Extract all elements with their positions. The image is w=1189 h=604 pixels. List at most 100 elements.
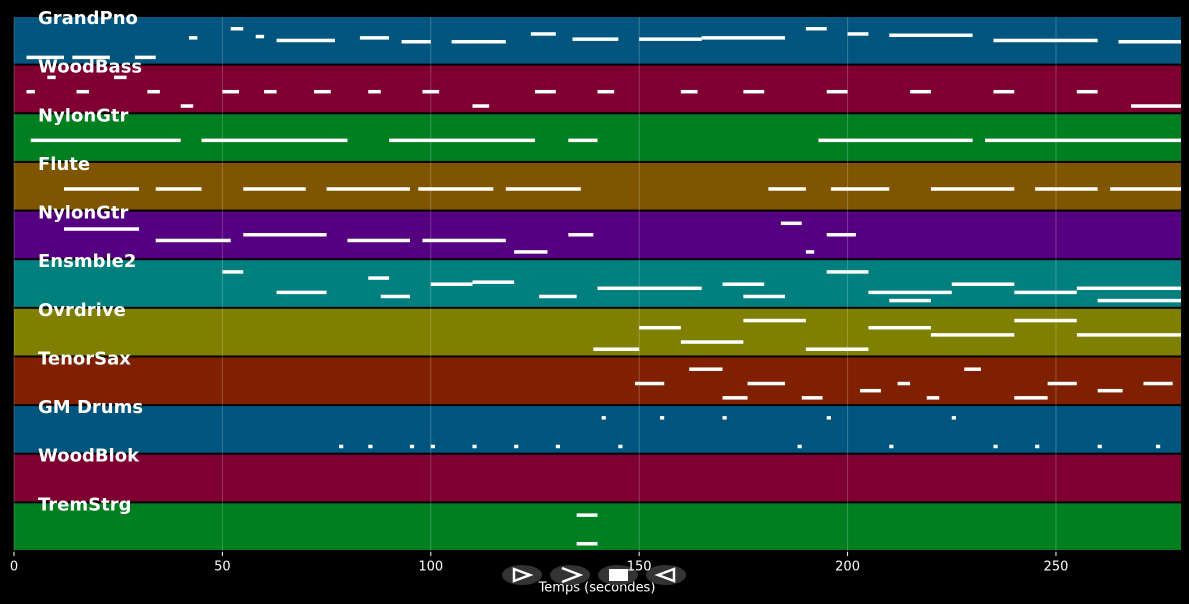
track-band bbox=[14, 65, 1181, 113]
note bbox=[114, 75, 127, 80]
note bbox=[534, 89, 556, 94]
note bbox=[593, 347, 640, 351]
note bbox=[897, 381, 911, 386]
note bbox=[951, 282, 1015, 286]
track-label: Ovrdrive bbox=[38, 300, 126, 321]
back-button[interactable] bbox=[646, 565, 686, 585]
note bbox=[26, 55, 65, 60]
note bbox=[576, 513, 598, 517]
note bbox=[430, 444, 435, 449]
x-tick-label: 100 bbox=[418, 560, 443, 575]
note bbox=[597, 286, 702, 291]
note bbox=[368, 444, 373, 449]
track-label: WoodBass bbox=[38, 57, 142, 78]
note bbox=[993, 444, 998, 449]
note bbox=[639, 325, 681, 330]
track-band bbox=[14, 114, 1181, 161]
track-label: GrandPno bbox=[38, 8, 138, 29]
note bbox=[26, 89, 35, 94]
note bbox=[255, 34, 265, 39]
note bbox=[72, 55, 110, 60]
note bbox=[572, 37, 619, 41]
note bbox=[1076, 333, 1181, 337]
stop-button[interactable] bbox=[598, 565, 638, 585]
note bbox=[889, 298, 931, 303]
note bbox=[639, 37, 702, 41]
note bbox=[422, 89, 440, 94]
track-band bbox=[14, 162, 1181, 210]
note bbox=[276, 290, 327, 295]
note bbox=[530, 32, 556, 36]
note bbox=[805, 347, 869, 351]
note bbox=[155, 187, 202, 191]
note bbox=[76, 89, 90, 94]
track-label: WoodBlok bbox=[38, 446, 140, 467]
note bbox=[134, 55, 156, 60]
note bbox=[1143, 381, 1173, 386]
note bbox=[680, 89, 698, 94]
note bbox=[189, 36, 198, 40]
note bbox=[951, 416, 956, 420]
note bbox=[826, 270, 869, 274]
note bbox=[380, 294, 410, 299]
note bbox=[222, 270, 244, 274]
note bbox=[1097, 444, 1102, 449]
note bbox=[47, 75, 56, 80]
play-button[interactable] bbox=[502, 565, 542, 585]
track-band bbox=[14, 211, 1181, 259]
note bbox=[722, 396, 748, 400]
note bbox=[930, 333, 1015, 337]
note bbox=[147, 89, 160, 94]
track-label: Ensmble2 bbox=[38, 251, 136, 272]
note bbox=[264, 89, 277, 94]
track-band bbox=[14, 406, 1181, 453]
note bbox=[576, 542, 598, 546]
note bbox=[993, 38, 1098, 43]
note bbox=[514, 250, 548, 254]
note bbox=[64, 227, 140, 231]
note bbox=[826, 89, 848, 94]
note bbox=[359, 36, 390, 40]
forward-button[interactable] bbox=[550, 565, 590, 585]
note bbox=[1110, 187, 1181, 191]
note bbox=[964, 367, 981, 371]
note bbox=[780, 221, 802, 226]
note bbox=[1097, 388, 1123, 393]
track-label: NylonGtr bbox=[38, 203, 129, 224]
note bbox=[472, 280, 515, 284]
note bbox=[743, 318, 806, 323]
note bbox=[1035, 444, 1040, 449]
note bbox=[1118, 40, 1181, 44]
note bbox=[818, 138, 973, 143]
note bbox=[722, 282, 765, 286]
note bbox=[555, 444, 560, 449]
note bbox=[326, 187, 410, 191]
note bbox=[155, 238, 231, 243]
tracks bbox=[14, 17, 1181, 550]
x-tick-label: 200 bbox=[835, 560, 860, 575]
note bbox=[368, 89, 381, 94]
playback-controls bbox=[502, 565, 686, 585]
note bbox=[985, 138, 1181, 143]
note bbox=[847, 32, 869, 36]
track-label: TremStrg bbox=[38, 494, 131, 515]
note bbox=[472, 444, 477, 449]
note bbox=[635, 381, 665, 386]
note bbox=[860, 388, 881, 393]
note bbox=[1014, 318, 1077, 323]
note bbox=[1035, 187, 1098, 191]
x-axis-label: Temps (secondes) bbox=[538, 581, 656, 596]
note bbox=[801, 396, 823, 400]
track-label: Flute bbox=[38, 154, 90, 175]
x-tick-label: 150 bbox=[627, 560, 652, 575]
note bbox=[618, 444, 623, 449]
note bbox=[201, 138, 348, 143]
grid: 0 50 100 150 200 250 bbox=[10, 17, 1068, 575]
note bbox=[889, 444, 894, 449]
note bbox=[409, 444, 415, 449]
note bbox=[314, 89, 331, 94]
note bbox=[180, 104, 194, 108]
note bbox=[830, 187, 890, 191]
x-tick-label: 50 bbox=[214, 560, 231, 575]
